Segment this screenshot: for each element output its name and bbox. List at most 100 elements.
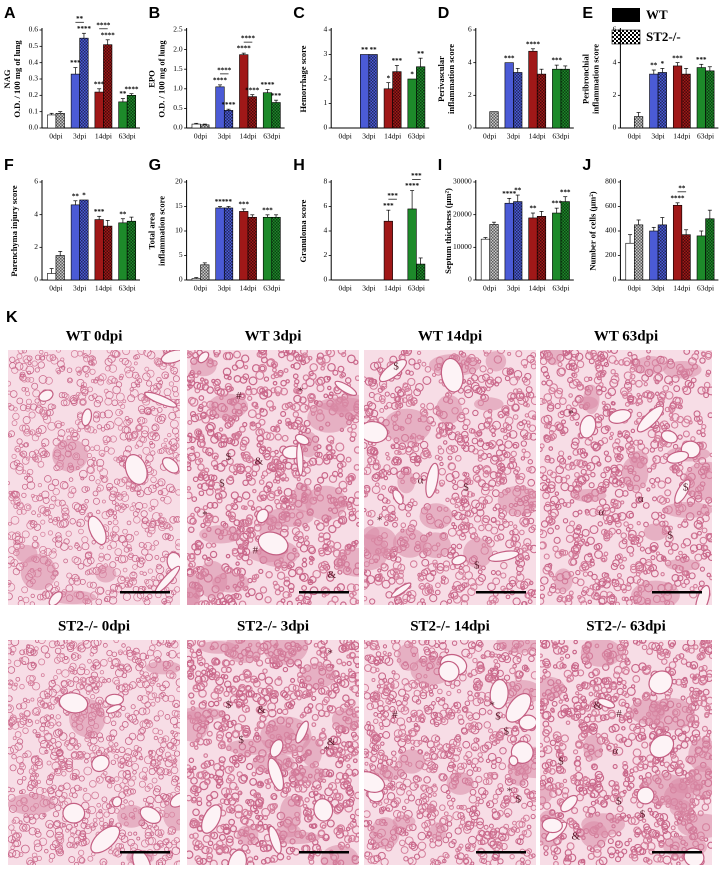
significance-label: ****: [526, 40, 541, 48]
x-tick-label: 63dpi: [263, 284, 280, 293]
bar: [224, 208, 233, 280]
x-tick-label: 63dpi: [697, 132, 714, 141]
x-tick-label: 0dpi: [338, 284, 351, 293]
y-axis-label: inflammation score: [446, 44, 456, 114]
significance-label: ***: [672, 54, 683, 62]
legend-label: ST2-/-: [646, 29, 681, 44]
y-tick-label: 600: [605, 201, 617, 210]
annotation-symbol: *: [202, 509, 208, 521]
y-tick-label: 6: [468, 25, 472, 34]
bar: [80, 200, 89, 280]
bar: [369, 55, 378, 129]
x-tick-label: 0dpi: [628, 132, 641, 141]
y-axis-label: inflammation score: [590, 44, 600, 114]
bar: [561, 69, 570, 128]
panel-label: C: [293, 5, 305, 22]
histology-image: [5, 347, 187, 608]
y-axis-label: Parenchyma injury score: [9, 185, 19, 277]
x-tick-label: 0dpi: [338, 132, 351, 141]
annotation-symbol: $: [226, 699, 232, 711]
panel-label: G: [149, 157, 161, 174]
bar: [47, 273, 56, 280]
bar: [127, 221, 136, 280]
y-tick-label: 200: [605, 250, 617, 259]
x-tick-label: 3dpi: [507, 132, 520, 141]
bracket-label: **: [76, 15, 84, 23]
bar: [416, 67, 425, 128]
y-axis-label: Number of cells (μm²): [587, 191, 597, 270]
y-tick-label: 1.0: [173, 84, 183, 93]
x-tick-label: 14dpi: [529, 132, 546, 141]
significance-label: **: [72, 192, 80, 200]
x-tick-label: 3dpi: [218, 284, 231, 293]
bar: [529, 51, 538, 128]
annotation-symbol: *: [377, 515, 383, 527]
scale-bar: [299, 591, 349, 594]
significance-label: **: [119, 210, 127, 218]
x-tick-label: 14dpi: [95, 284, 112, 293]
annotation-symbol: $: [558, 756, 564, 768]
bracket-label: ***: [387, 192, 398, 200]
y-tick-label: 5: [179, 250, 183, 259]
bar: [56, 113, 65, 128]
panel-label: J: [582, 157, 591, 174]
bar: [272, 103, 281, 128]
bracket-label: **: [678, 184, 686, 192]
y-tick-label: 0.5: [29, 41, 39, 50]
image-title: WT 14dpi: [418, 328, 482, 344]
panel-label: K: [6, 309, 18, 326]
x-tick-label: 3dpi: [651, 132, 664, 141]
x-tick-label: 63dpi: [119, 132, 136, 141]
x-tick-label: 14dpi: [529, 284, 546, 293]
y-tick-label: 2: [323, 74, 327, 83]
significance-label: ****: [77, 25, 92, 33]
significance-label: ****: [405, 182, 420, 190]
annotation-symbol: &: [593, 700, 602, 712]
y-tick-label: 0.6: [29, 25, 39, 34]
histology-image: [181, 346, 381, 609]
bar: [272, 217, 281, 280]
y-tick-label: 2: [323, 250, 327, 259]
annotation-symbol: $: [516, 794, 522, 806]
image-title: ST2-/- 14dpi: [410, 618, 490, 634]
significance-label: *: [387, 74, 391, 82]
y-tick-label: 0.0: [173, 123, 183, 132]
legend-label: WT: [646, 7, 668, 22]
annotation-symbol: $: [640, 808, 646, 820]
significance-label: **: [650, 62, 658, 70]
y-tick-label: 0.1: [29, 106, 39, 115]
annotation-symbol: &: [257, 704, 266, 716]
bar: [224, 110, 233, 128]
bar: [384, 221, 393, 280]
significance-label: **: [514, 187, 522, 195]
bar: [697, 68, 706, 128]
y-tick-label: 0.4: [29, 57, 39, 66]
annotation-symbol: $: [495, 711, 501, 723]
y-tick-label: 6: [613, 25, 617, 34]
bar: [95, 92, 104, 128]
annotation-symbol: α: [638, 493, 644, 505]
bar: [529, 218, 538, 280]
x-tick-label: 3dpi: [73, 132, 86, 141]
significance-label: ***: [504, 54, 515, 62]
bar: [80, 38, 89, 128]
y-tick-label: 15: [175, 201, 183, 210]
scale-bar: [652, 851, 702, 854]
y-tick-label: 3: [323, 49, 327, 58]
bar: [490, 224, 499, 280]
x-tick-label: 63dpi: [408, 132, 425, 141]
annotation-symbol: #: [616, 708, 622, 720]
x-tick-label: 63dpi: [408, 284, 425, 293]
bar: [552, 213, 561, 280]
significance-label: ***: [560, 188, 571, 196]
bar: [360, 55, 369, 129]
annotation-symbol: α: [418, 475, 424, 487]
x-tick-label: 14dpi: [673, 284, 690, 293]
y-tick-label: 4: [323, 226, 327, 235]
y-axis-label: Perivascular: [436, 56, 446, 102]
significance-label: ***: [94, 208, 105, 216]
x-tick-label: 14dpi: [384, 132, 401, 141]
y-tick-label: 8: [323, 177, 327, 186]
significance-label: **: [529, 205, 537, 213]
y-tick-label: 6: [323, 201, 327, 210]
